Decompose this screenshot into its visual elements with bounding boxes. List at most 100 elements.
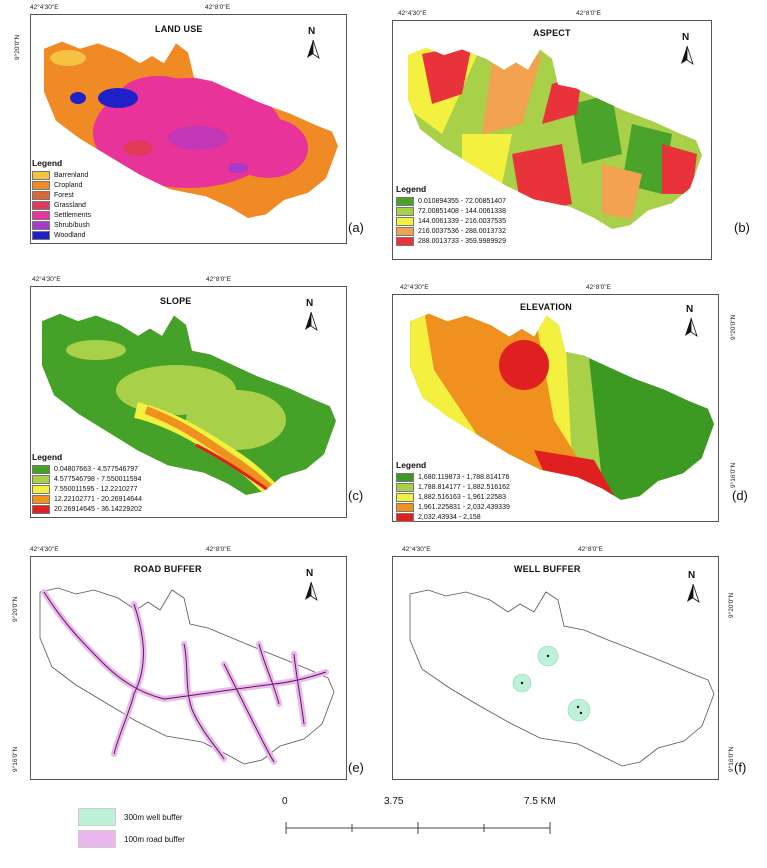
legend-swatch	[32, 210, 50, 220]
panel-aspect: 42°4'30"E 42°8'0"E ASPECT N Legend 0.010…	[390, 0, 760, 260]
legend-label: 20.26914645 - 36.14229202	[54, 505, 142, 513]
legend-item: 100m road buffer	[78, 828, 185, 850]
scale-label-mid: 3.75	[384, 796, 404, 807]
legend-slope: Legend 0.04807663 - 4.577546797 4.577546…	[32, 452, 142, 514]
legend-item: Woodland	[32, 230, 91, 240]
well-buffer-zones	[512, 645, 591, 722]
scale-label-0: 0	[282, 796, 288, 807]
legend-swatch	[396, 216, 414, 226]
legend-item: 2,032.43934 - 2,158	[396, 512, 510, 522]
panel-elevation: 42°4'30"E 42°8'0"E 9°20'0"N 9°16'0"N ELE…	[390, 280, 760, 540]
lon-label-b: 42°8'0"E	[205, 4, 230, 11]
legend-item: Shrub/bush	[32, 220, 91, 230]
legend-swatch	[396, 512, 414, 522]
legend-swatch	[396, 196, 414, 206]
legend-swatch	[32, 494, 50, 504]
legend-item: 216.0037536 - 288.0013732	[396, 226, 506, 236]
legend-swatch	[32, 200, 50, 210]
lon-label-a: 42°4'30"E	[30, 546, 59, 553]
legend-label: 288.0013733 - 359.9989929	[418, 237, 506, 245]
lat-label: 9°16'0"N	[730, 462, 737, 488]
legend-label: 12.22102771 - 20.26914644	[54, 495, 142, 503]
panel-letter: (d)	[732, 488, 748, 503]
lat-label: 9°20'0"N	[728, 592, 735, 618]
legend-item: 1,961.225831 - 2,032.439339	[396, 502, 510, 512]
lon-label-a: 42°4'30"E	[402, 546, 431, 553]
lon-label-b: 42°8'0"E	[576, 10, 601, 17]
legend-label: Cropland	[54, 181, 83, 189]
north-label: N	[308, 26, 316, 37]
legend-swatch	[396, 502, 414, 512]
legend-swatch	[32, 170, 50, 180]
well-buffer-swatch	[78, 808, 116, 826]
north-label: N	[688, 570, 696, 581]
legend-label: 1,788.814177 - 1,882.516162	[418, 483, 510, 491]
legend-land-use: Legend Barrenland Cropland Forest Grassl…	[32, 158, 91, 240]
lon-label-a: 42°4'30"E	[32, 276, 61, 283]
legend-label: 144.0061339 - 216.0037535	[418, 217, 506, 225]
legend-label: Barrenland	[54, 171, 89, 179]
well-buffer-map	[409, 589, 715, 767]
legend-aspect: Legend 0.010894355 - 72.00851407 72.0085…	[396, 184, 506, 246]
north-arrow: N	[300, 298, 322, 332]
aspect-map	[408, 47, 702, 229]
legend-item: 4.577546798 - 7.550011594	[32, 474, 142, 484]
legend-label: Shrub/bush	[54, 221, 90, 229]
legend-item: 0.010894355 - 72.00851407	[396, 196, 506, 206]
slope-map	[42, 313, 336, 496]
legend-label: 0.010894355 - 72.00851407	[418, 197, 506, 205]
legend-item: 72.00851408 - 144.0061338	[396, 206, 506, 216]
scale-label-end: 7.5 KM	[524, 796, 556, 807]
legend-swatch	[32, 220, 50, 230]
map-title: ASPECT	[533, 28, 571, 38]
lon-label-b: 42°8'0"E	[586, 284, 611, 291]
legend-label: 1,961.225831 - 2,032.439339	[418, 503, 510, 511]
legend-swatch	[32, 464, 50, 474]
lat-label: 9°20'0"N	[14, 34, 21, 60]
legend-label: 216.0037536 - 288.0013732	[418, 227, 506, 235]
legend-item: 300m well buffer	[78, 806, 185, 828]
legend-label: Settlements	[54, 211, 91, 219]
lon-label-a: 42°4'30"E	[400, 284, 429, 291]
north-label: N	[306, 298, 314, 309]
panel-letter: (c)	[348, 488, 364, 503]
north-arrow: N	[676, 32, 698, 66]
legend-item: 7.550011595 - 12.2210277	[32, 484, 142, 494]
north-label: N	[306, 568, 314, 579]
legend-item: 288.0013733 - 359.9989929	[396, 236, 506, 246]
legend-item: Barrenland	[32, 170, 91, 180]
land-use-map	[44, 41, 338, 218]
north-arrow: N	[300, 568, 322, 602]
legend-title: Legend	[396, 460, 427, 470]
legend-swatch	[32, 474, 50, 484]
legend-swatch	[32, 504, 50, 514]
north-arrow: N	[680, 304, 702, 338]
legend-swatch	[396, 492, 414, 502]
legend-label: Woodland	[54, 231, 86, 239]
panel-slope: 42°4'30"E 42°8'0"E SLOPE N Legend 0.0480…	[10, 270, 370, 530]
map-title: LAND USE	[155, 24, 203, 34]
legend-swatch	[396, 206, 414, 216]
map-title: ELEVATION	[520, 302, 572, 312]
map-frame	[392, 556, 719, 780]
legend-title: Legend	[396, 184, 427, 194]
legend-item: Settlements	[32, 210, 91, 220]
scale-bar-graphic	[285, 822, 551, 834]
panel-well-buffer: 42°4'30"E 42°8'0"E 9°20'0"N 9°16'0"N WEL…	[390, 542, 760, 782]
lon-label-b: 42°8'0"E	[578, 546, 603, 553]
road-buffer-swatch	[78, 830, 116, 848]
lon-label-b: 42°8'0"E	[206, 276, 231, 283]
legend-swatch	[396, 226, 414, 236]
legend-swatch	[32, 190, 50, 200]
legend-elevation: Legend 1,680.119873 - 1,788.814176 1,788…	[396, 460, 510, 522]
legend-title: Legend	[32, 452, 63, 462]
panel-letter: (b)	[734, 220, 750, 235]
legend-swatch	[396, 472, 414, 482]
panel-letter: (e)	[348, 760, 364, 775]
legend-label: 0.04807663 - 4.577546797	[54, 465, 139, 473]
legend-item: Grassland	[32, 200, 91, 210]
legend-swatch	[32, 180, 50, 190]
legend-swatch	[32, 484, 50, 494]
legend-label: 4.577546798 - 7.550011594	[54, 475, 142, 483]
legend-swatch	[396, 236, 414, 246]
